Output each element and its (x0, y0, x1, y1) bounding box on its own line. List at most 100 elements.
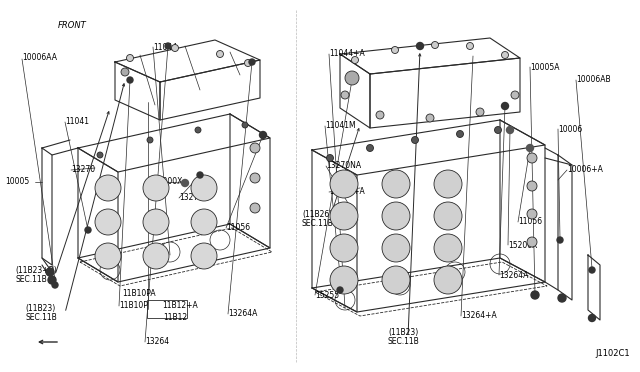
Circle shape (330, 266, 358, 294)
Text: J1102C1: J1102C1 (595, 349, 630, 358)
Text: 11056: 11056 (518, 218, 542, 227)
Text: 10005A: 10005A (530, 62, 559, 71)
Circle shape (85, 227, 91, 233)
Text: FRONT: FRONT (58, 22, 87, 31)
Circle shape (392, 46, 399, 54)
Circle shape (330, 202, 358, 230)
Circle shape (382, 266, 410, 294)
Circle shape (182, 180, 189, 186)
Circle shape (191, 175, 217, 201)
Circle shape (95, 209, 121, 235)
Text: 15200X: 15200X (153, 177, 182, 186)
Circle shape (259, 131, 266, 138)
Circle shape (527, 237, 537, 247)
Text: (11B23): (11B23) (25, 304, 55, 312)
Text: 15200X: 15200X (508, 241, 538, 250)
Circle shape (52, 282, 58, 288)
Circle shape (426, 114, 434, 122)
Circle shape (589, 267, 595, 273)
Circle shape (97, 152, 103, 158)
Circle shape (197, 172, 203, 178)
Text: 10006: 10006 (558, 125, 582, 134)
Text: 11044: 11044 (153, 42, 177, 51)
Circle shape (382, 234, 410, 262)
Text: 11041M: 11041M (325, 122, 356, 131)
Text: 11B10P: 11B10P (119, 301, 148, 311)
Circle shape (531, 291, 539, 299)
Circle shape (511, 91, 519, 99)
Circle shape (558, 294, 566, 302)
Text: 11B12+A: 11B12+A (162, 301, 198, 311)
Circle shape (367, 144, 374, 151)
Text: 11B12: 11B12 (163, 314, 187, 323)
Circle shape (165, 43, 171, 49)
Text: 11056: 11056 (226, 224, 250, 232)
Circle shape (502, 103, 509, 109)
Circle shape (143, 209, 169, 235)
Circle shape (527, 209, 537, 219)
Circle shape (250, 143, 260, 153)
Circle shape (434, 170, 462, 198)
Circle shape (345, 71, 359, 85)
Circle shape (376, 111, 384, 119)
Text: 13270: 13270 (71, 166, 95, 174)
Text: SEC.11B: SEC.11B (388, 337, 420, 346)
Circle shape (467, 42, 474, 49)
Circle shape (337, 287, 343, 293)
Circle shape (330, 170, 358, 198)
Circle shape (172, 45, 179, 51)
Circle shape (495, 126, 502, 134)
Circle shape (417, 42, 424, 49)
Circle shape (250, 173, 260, 183)
Text: (11B26): (11B26) (302, 209, 332, 218)
Text: 15255: 15255 (315, 291, 339, 299)
Circle shape (589, 314, 595, 321)
Circle shape (476, 108, 484, 116)
Circle shape (95, 175, 121, 201)
Text: 13270+A: 13270+A (329, 187, 365, 196)
Circle shape (341, 91, 349, 99)
Text: 10005: 10005 (5, 177, 29, 186)
Circle shape (431, 42, 438, 48)
Text: SEC.11B: SEC.11B (15, 276, 47, 285)
Circle shape (249, 59, 255, 65)
Circle shape (506, 126, 513, 134)
Circle shape (244, 60, 252, 67)
Circle shape (382, 170, 410, 198)
Circle shape (527, 144, 534, 151)
Text: 10006AA: 10006AA (22, 52, 57, 61)
Circle shape (127, 55, 134, 61)
Circle shape (434, 266, 462, 294)
Text: 13264A: 13264A (228, 310, 257, 318)
Circle shape (326, 154, 333, 161)
Circle shape (250, 203, 260, 213)
Circle shape (191, 209, 217, 235)
Circle shape (121, 68, 129, 76)
Circle shape (456, 131, 463, 138)
Circle shape (351, 57, 358, 64)
Text: 11044+A: 11044+A (329, 49, 365, 58)
Text: SEC.11B: SEC.11B (25, 314, 57, 323)
Text: (11B23+B): (11B23+B) (15, 266, 57, 275)
Text: 10006+A: 10006+A (567, 166, 603, 174)
Text: 13270N: 13270N (179, 193, 209, 202)
Circle shape (382, 202, 410, 230)
Text: 11B10PA: 11B10PA (122, 289, 156, 298)
Text: 11041: 11041 (65, 118, 89, 126)
Text: 13264+A: 13264+A (461, 311, 497, 321)
Circle shape (502, 51, 509, 58)
Circle shape (191, 243, 217, 269)
Circle shape (527, 181, 537, 191)
Circle shape (434, 234, 462, 262)
Text: SEC.11B: SEC.11B (302, 219, 333, 228)
Text: 10006AB: 10006AB (576, 76, 611, 84)
Circle shape (242, 122, 248, 128)
Circle shape (195, 127, 201, 133)
Circle shape (527, 153, 537, 163)
Circle shape (412, 137, 419, 144)
Circle shape (143, 175, 169, 201)
Text: 13270NA: 13270NA (326, 161, 361, 170)
Circle shape (46, 268, 54, 276)
Circle shape (143, 243, 169, 269)
Circle shape (216, 51, 223, 58)
